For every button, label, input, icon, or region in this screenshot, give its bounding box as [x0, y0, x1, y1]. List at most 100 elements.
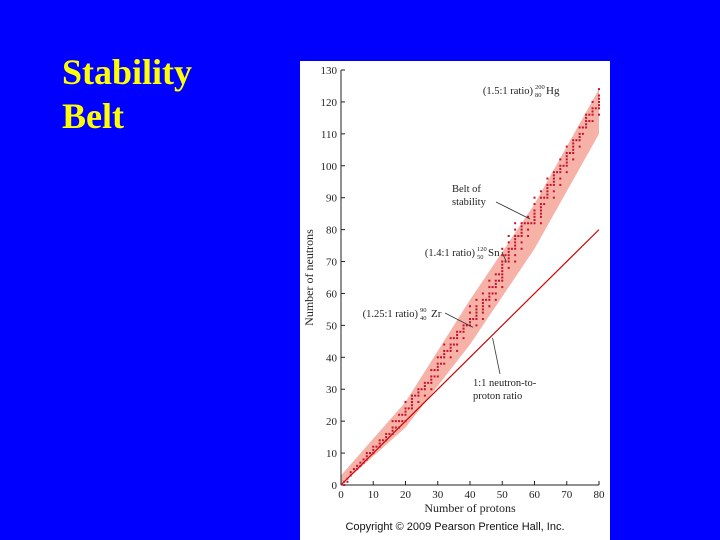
stable-nuclide-point — [404, 413, 407, 416]
stable-nuclide-point — [501, 270, 504, 273]
stable-nuclide-point — [552, 196, 555, 199]
stable-nuclide-point — [591, 110, 594, 113]
stable-nuclide-point — [562, 164, 565, 167]
stable-nuclide-point — [539, 196, 542, 199]
stable-nuclide-point — [372, 452, 375, 455]
stable-nuclide-point — [510, 247, 513, 250]
stable-nuclide-point — [475, 324, 478, 327]
annotation-belt-leader — [495, 201, 531, 220]
stable-nuclide-point — [585, 123, 588, 126]
stable-nuclide-point — [456, 349, 459, 352]
stable-nuclide-point — [565, 164, 568, 167]
stable-nuclide-point — [417, 394, 420, 397]
stable-nuclide-point — [449, 337, 452, 340]
stable-nuclide-point — [552, 177, 555, 180]
stable-nuclide-point — [404, 407, 407, 410]
stable-nuclide-point — [572, 139, 575, 142]
stable-nuclide-point — [572, 152, 575, 154]
stable-nuclide-point — [385, 436, 388, 439]
stable-nuclide-point — [598, 97, 600, 100]
stable-nuclide-point — [494, 286, 497, 289]
stable-nuclide-point — [349, 471, 352, 474]
annotation-hg-atomic-number: 80 — [535, 92, 542, 99]
y-tick-label: 10 — [326, 448, 338, 460]
stable-nuclide-point — [546, 187, 549, 190]
stable-nuclide-point — [481, 305, 484, 308]
stable-nuclide-point — [591, 113, 594, 116]
stable-nuclide-point — [546, 177, 549, 180]
y-tick-label: 80 — [326, 225, 338, 237]
stable-nuclide-point — [507, 247, 510, 250]
stable-nuclide-point — [369, 452, 372, 455]
stable-nuclide-point — [459, 330, 462, 333]
stable-nuclide-point — [423, 394, 426, 397]
stable-nuclide-point — [507, 250, 510, 253]
stable-nuclide-point — [436, 356, 439, 359]
stable-nuclide-point — [520, 247, 523, 250]
stable-nuclide-point — [568, 152, 571, 154]
stable-nuclide-point — [543, 196, 546, 199]
one-to-one-ratio-line — [340, 229, 600, 486]
stable-nuclide-point — [394, 426, 397, 429]
y-tick-label: 90 — [326, 193, 338, 205]
stable-nuclide-point — [498, 279, 501, 282]
stable-nuclide-point — [488, 295, 491, 298]
stable-nuclide-point — [507, 257, 510, 260]
stable-nuclide-point — [362, 461, 365, 464]
stable-nuclide-point — [501, 254, 504, 257]
stable-nuclide-point — [552, 190, 555, 193]
stable-nuclide-point — [491, 292, 494, 295]
stable-nuclide-point — [539, 203, 542, 206]
stable-nuclide-point — [417, 388, 420, 391]
stable-nuclide-point — [527, 228, 530, 231]
annotation-hg-symbol: Hg — [546, 85, 560, 97]
stable-nuclide-point — [456, 337, 459, 340]
stable-nuclide-point — [565, 158, 568, 161]
stable-nuclide-point — [372, 445, 375, 448]
stable-nuclide-point — [439, 356, 442, 359]
copyright-notice: Copyright © 2009 Pearson Prentice Hall, … — [345, 521, 565, 533]
stable-nuclide-point — [598, 104, 600, 107]
stable-nuclide-point — [501, 266, 504, 269]
stable-nuclide-point — [581, 126, 584, 129]
stable-nuclide-point — [565, 155, 568, 158]
slide-title-line-2: Belt — [62, 96, 124, 136]
stable-nuclide-point — [546, 190, 549, 193]
stable-nuclide-point — [527, 222, 530, 225]
y-tick-label: 130 — [321, 65, 338, 77]
x-tick-label: 80 — [594, 489, 606, 501]
stable-nuclide-point — [475, 311, 478, 314]
stable-nuclide-point — [598, 113, 600, 116]
stable-nuclide-point — [417, 401, 420, 403]
stable-nuclide-point — [549, 183, 552, 186]
stable-nuclide-point — [401, 413, 404, 416]
stable-nuclide-point — [494, 279, 497, 282]
stable-nuclide-point — [443, 356, 446, 359]
stable-nuclide-point — [449, 346, 452, 349]
stable-nuclide-point — [533, 203, 536, 206]
stable-nuclide-point — [391, 426, 394, 429]
stable-nuclide-point — [559, 158, 562, 161]
annotation-sn-mass-number: 120 — [477, 246, 487, 253]
stable-nuclide-point — [507, 266, 510, 269]
stable-nuclide-point — [439, 362, 442, 365]
y-tick-label: 0 — [332, 480, 338, 492]
stable-nuclide-point — [556, 171, 559, 174]
stable-nuclide-point — [588, 113, 591, 116]
stable-nuclide-point — [410, 397, 413, 400]
annotation-sn-leader — [501, 251, 507, 262]
stable-nuclide-point — [572, 148, 575, 151]
stable-nuclide-point — [594, 107, 597, 110]
stable-nuclide-point — [578, 136, 581, 139]
stable-nuclide-point — [443, 349, 446, 352]
stable-nuclide-point — [539, 206, 542, 209]
y-axis-label: Number of neutrons — [302, 229, 316, 326]
stable-nuclide-point — [443, 343, 446, 346]
stable-nuclide-point — [504, 254, 507, 257]
stable-nuclide-point — [423, 381, 426, 384]
stable-nuclide-point — [378, 445, 381, 448]
stable-nuclide-point — [449, 349, 452, 352]
stable-nuclide-point — [527, 215, 530, 218]
